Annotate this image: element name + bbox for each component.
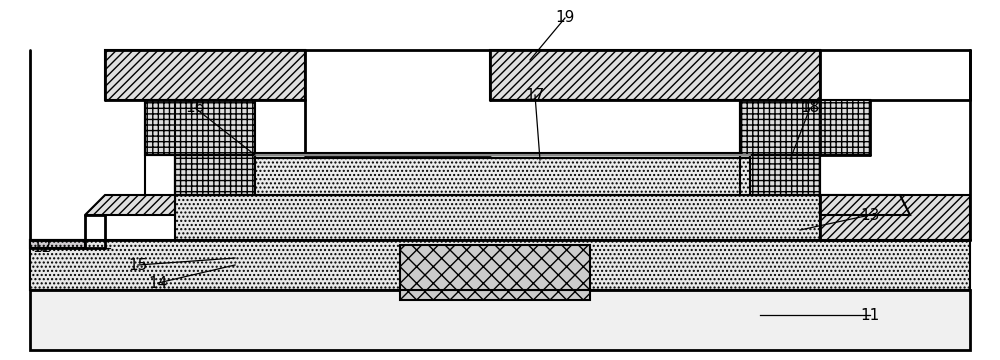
Polygon shape (145, 100, 255, 155)
Text: 16: 16 (185, 100, 205, 116)
Bar (30, 290, 970, 350)
Polygon shape (85, 195, 175, 215)
Text: 12: 12 (32, 240, 52, 256)
Text: 14: 14 (148, 275, 168, 291)
Bar (105, 50, 305, 100)
Polygon shape (175, 195, 820, 240)
Bar (30, 240, 85, 248)
Polygon shape (255, 153, 750, 158)
Text: 19: 19 (555, 10, 575, 26)
Bar (820, 195, 970, 240)
Polygon shape (175, 155, 255, 195)
Bar (400, 245, 590, 300)
Polygon shape (175, 155, 820, 195)
Polygon shape (750, 155, 820, 195)
Bar (30, 240, 970, 290)
Text: 15: 15 (128, 257, 148, 273)
Bar (490, 50, 820, 100)
Text: 18: 18 (800, 100, 820, 116)
Text: 13: 13 (860, 207, 880, 222)
Polygon shape (740, 100, 870, 155)
Text: 11: 11 (860, 307, 880, 323)
Text: 17: 17 (525, 87, 545, 103)
Polygon shape (820, 195, 910, 215)
